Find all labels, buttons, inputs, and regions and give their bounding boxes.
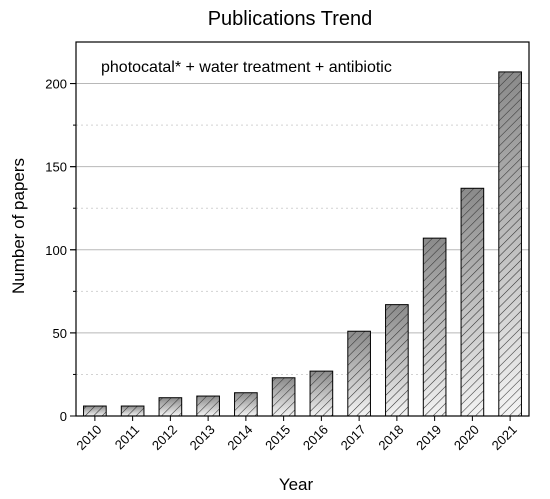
bar-hatch [196,395,220,417]
x-tick-label: 2014 [224,422,255,453]
bars [83,71,522,417]
bar-2012 [158,397,183,417]
bar-2020 [460,187,485,417]
y-tick-label: 100 [45,243,67,258]
x-tick-label: 2021 [489,422,520,453]
x-tick-label: 2013 [187,422,218,453]
bar-hatch [83,405,107,417]
x-tick-label: 2010 [73,422,104,453]
bar-2017 [347,330,371,417]
bar-hatch [120,405,145,417]
x-axis-label: Year [279,475,314,494]
bar-2015 [271,377,296,417]
bar-hatch [347,330,371,417]
plot-frame [75,41,530,417]
x-tick-label: 2012 [149,422,180,453]
bar-hatch [498,71,522,417]
x-axis: 2010 2011 2012 2013 2014 2015 2016 2017 2018 2019… [73,416,520,453]
x-tick-label: 2019 [413,422,444,453]
bar-2021 [498,71,522,417]
bar-hatch [234,392,258,417]
bar-hatch [309,370,334,417]
bar-2011 [120,405,145,417]
x-tick-label: 2016 [300,422,331,453]
y-axis-label: Number of papers [9,158,28,294]
bar-hatch [158,397,183,417]
x-tick-label: 2017 [338,422,369,453]
y-tick-label: 50 [53,326,67,341]
bar-2014 [234,392,258,417]
bar-hatch [422,237,447,417]
y-axis: 0 50 100 150 200 [45,77,76,424]
x-tick-label: 2020 [451,422,482,453]
bar-2018 [385,304,409,417]
y-tick-label: 150 [45,160,67,175]
y-tick-label: 200 [45,77,67,92]
bar-2013 [196,395,220,417]
bar-2010 [83,405,107,417]
gridlines [76,83,529,375]
bar-2016 [309,370,334,417]
bar-hatch [271,377,296,417]
bar-hatch [460,187,485,417]
y-tick-label: 0 [60,409,67,424]
chart-title: Publications Trend [208,8,373,30]
x-tick-label: 2018 [375,422,406,453]
x-tick-label: 2011 [112,422,142,452]
x-tick-label: 2015 [262,422,293,453]
bar-2019 [422,237,447,417]
bar-hatch [385,304,409,417]
chart-annotation: photocatal* + water treatment + antibiot… [101,59,392,76]
